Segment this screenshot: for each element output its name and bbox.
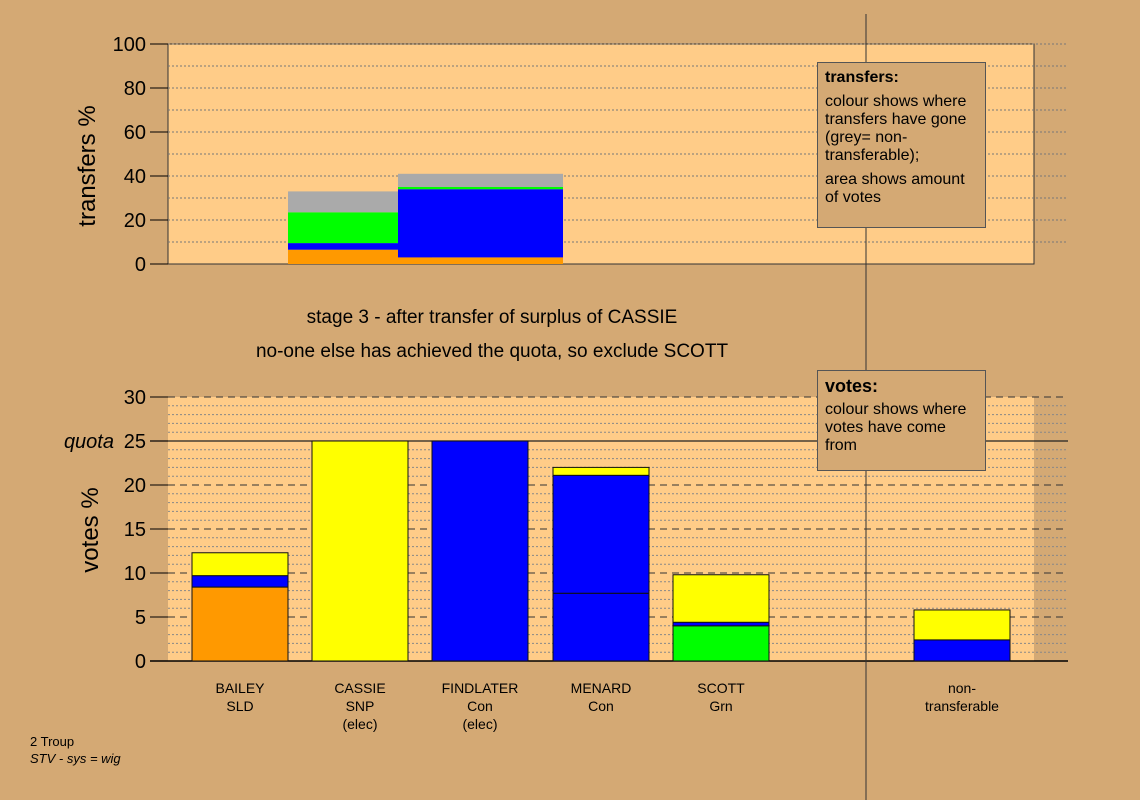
nontransferable-label-line2: transferable: [925, 698, 999, 714]
transfers-tick-label: 20: [124, 210, 146, 232]
candidate-name: FINDLATER: [442, 680, 519, 696]
vote-segment-menard-snp: [552, 466, 650, 476]
votes-legend-title: votes:: [825, 376, 879, 396]
votes-legend-text: colour shows where votes have come from: [825, 401, 967, 454]
vote-segment-cassie-snp: [311, 440, 409, 662]
votes-tick-label: 0: [135, 651, 146, 673]
votes-axis-label: votes %: [77, 487, 104, 572]
transfers-legend-text1: colour shows where transfers have gone (…: [825, 93, 967, 164]
votes-legend: votes: colour shows where votes have com…: [817, 370, 986, 471]
transfers-axis-label: transfers %: [74, 105, 101, 226]
transfer-segment-nontransferable: [398, 173, 563, 187]
transfers-tick-label: 0: [135, 254, 146, 276]
vote-segment-scott-grn: [672, 625, 770, 662]
vote-segment-bailey-snp: [191, 552, 289, 577]
votes-tick-label: 20: [124, 475, 146, 497]
candidate-name: SCOTT: [697, 680, 745, 696]
transfer-segment-sld: [288, 249, 432, 264]
nontransferable-segment-con: [913, 639, 1011, 662]
footer-system: STV - sys = wig: [30, 751, 121, 766]
vote-segment-bailey-sld: [191, 586, 289, 662]
transfer-segment-nontransferable: [288, 191, 432, 213]
candidate-name: CASSIE: [334, 680, 385, 696]
votes-tick-label: 10: [124, 563, 146, 585]
transfers-tick-label: 60: [124, 122, 146, 144]
votes-tick-label: 30: [124, 387, 146, 409]
transfer-segment-con: [398, 189, 563, 258]
transfers-legend-title: transfers:: [825, 69, 899, 86]
candidate-note: (elec): [342, 716, 377, 732]
candidate-name: BAILEY: [215, 680, 265, 696]
votes-tick-label: 5: [135, 607, 146, 629]
nontransferable-label-line1: non-: [948, 680, 976, 696]
candidate-party: SNP: [346, 698, 375, 714]
votes-tick-label: 15: [124, 519, 146, 541]
transfer-segment-con: [288, 243, 432, 250]
vote-segment-menard-con: [552, 592, 650, 662]
transfers-tick-label: 40: [124, 166, 146, 188]
transfers-tick-label: 100: [113, 34, 146, 56]
vote-segment-findlater-con: [431, 440, 529, 662]
vote-segment-scott-con: [672, 621, 770, 627]
vote-segment-scott-snp: [672, 574, 770, 623]
transfer-segment-sld: [398, 257, 563, 264]
candidate-party: SLD: [226, 698, 253, 714]
votes-tick-label: 25: [124, 431, 146, 453]
transfers-tick-label: 80: [124, 78, 146, 100]
vote-segment-menard-con: [552, 474, 650, 594]
transfer-segment-grn: [398, 187, 563, 190]
candidate-name: MENARD: [571, 680, 632, 696]
candidate-party: Grn: [709, 698, 732, 714]
candidate-party: Con: [588, 698, 614, 714]
candidate-note: (elec): [462, 716, 497, 732]
vote-segment-bailey-con: [191, 575, 289, 588]
stage-text-line2: no-one else has achieved the quota, so e…: [256, 341, 729, 362]
stage-text-line1: stage 3 - after transfer of surplus of C…: [307, 307, 678, 328]
transfers-legend-text2: area shows amount of votes: [825, 171, 965, 206]
quota-label: quota: [64, 431, 114, 453]
candidate-party: Con: [467, 698, 493, 714]
footer-constituency: 2 Troup: [30, 734, 75, 749]
transfers-legend: transfers: colour shows where transfers …: [817, 62, 986, 228]
nontransferable-segment-snp: [913, 609, 1011, 641]
